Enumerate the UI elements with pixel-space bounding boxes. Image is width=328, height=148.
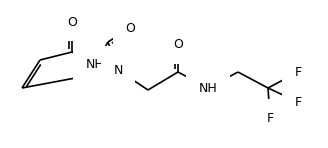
Text: O: O <box>173 38 183 52</box>
Text: F: F <box>295 66 301 78</box>
Text: F: F <box>295 95 301 108</box>
Text: O: O <box>67 16 77 29</box>
Text: O: O <box>125 21 135 34</box>
Text: N: N <box>113 63 123 77</box>
Text: F: F <box>266 111 274 124</box>
Text: NH: NH <box>199 82 217 95</box>
Text: NH: NH <box>86 58 104 71</box>
